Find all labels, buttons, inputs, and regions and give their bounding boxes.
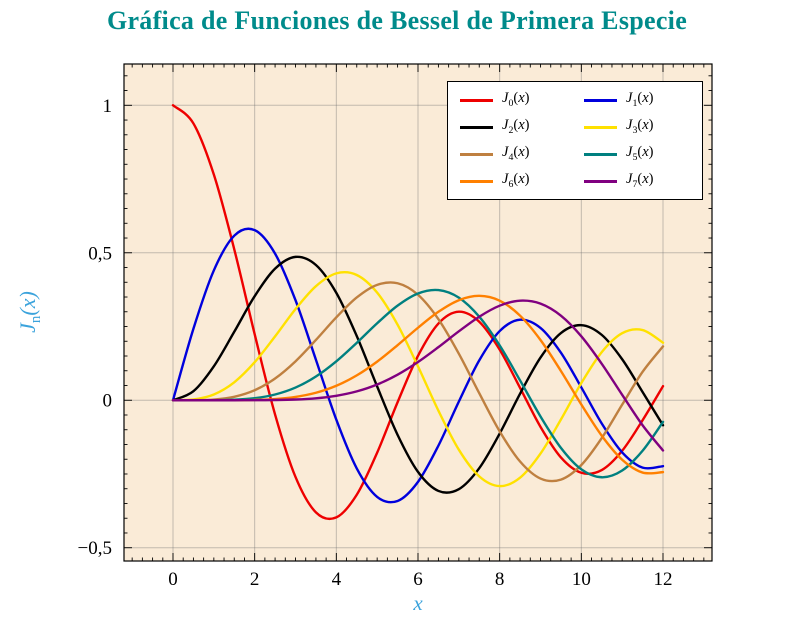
y-label-paren-open: (	[14, 308, 40, 316]
legend-entry-j6: J6(x)	[460, 169, 584, 193]
legend-entry-j2: J2(x)	[460, 115, 584, 139]
curve-j7	[171, 299, 665, 452]
legend-line-swatch	[460, 98, 493, 102]
x-tick-label: 2	[250, 569, 260, 590]
legend-entry-j3: J3(x)	[584, 115, 690, 139]
legend-label: J7(x)	[626, 171, 654, 191]
x-tick-label: 6	[413, 569, 423, 590]
legend-line-swatch	[460, 125, 493, 129]
plot-frame	[123, 63, 713, 562]
legend-entry-j0: J0(x)	[460, 88, 584, 112]
legend-entry-j7: J7(x)	[584, 169, 690, 193]
legend-label: J0(x)	[502, 90, 530, 110]
x-tick-label: 4	[332, 569, 342, 590]
curve-j2	[171, 255, 665, 494]
legend: J0(x) J1(x) J2(x) J3(x) J4(x) J5(x) J6(x) J7(x)	[447, 81, 703, 200]
legend-label: J1(x)	[626, 90, 654, 110]
curve-j1	[171, 227, 665, 504]
y-axis-label: Jn(x)	[15, 291, 45, 333]
legend-label: J4(x)	[502, 144, 530, 164]
y-tick-label: −0,5	[78, 538, 112, 559]
legend-line-swatch	[584, 98, 617, 102]
curve-j3	[171, 271, 665, 488]
y-label-symbol: J	[14, 323, 40, 333]
y-label-subscript: n	[28, 315, 45, 324]
legend-entry-j1: J1(x)	[584, 88, 690, 112]
curves-group	[171, 104, 665, 521]
x-tick-label: 0	[168, 569, 178, 590]
curve-j4	[171, 281, 665, 483]
legend-line-swatch	[584, 125, 617, 129]
legend-label: J6(x)	[502, 171, 530, 191]
legend-line-swatch	[460, 152, 493, 156]
legend-label: J3(x)	[626, 117, 654, 137]
x-tick-label: 8	[495, 569, 505, 590]
x-axis-label: x	[413, 591, 423, 615]
legend-entry-j4: J4(x)	[460, 142, 584, 166]
y-tick-label: 0	[103, 391, 113, 412]
y-tick-label: 1	[103, 96, 113, 117]
y-tick-label: 0,5	[88, 243, 112, 264]
legend-line-swatch	[584, 152, 617, 156]
x-tick-label: 12	[654, 569, 673, 590]
curve-j5	[171, 288, 665, 479]
legend-line-swatch	[584, 179, 617, 183]
y-label-paren-close: )	[14, 291, 40, 299]
y-label-variable: x	[14, 298, 40, 309]
legend-label: J5(x)	[626, 144, 654, 164]
legend-line-swatch	[460, 179, 493, 183]
legend-entry-j5: J5(x)	[584, 142, 690, 166]
legend-label: J2(x)	[502, 117, 530, 137]
chart-title: Gráfica de Funciones de Bessel de Primer…	[106, 6, 688, 35]
x-tick-label: 10	[572, 569, 591, 590]
